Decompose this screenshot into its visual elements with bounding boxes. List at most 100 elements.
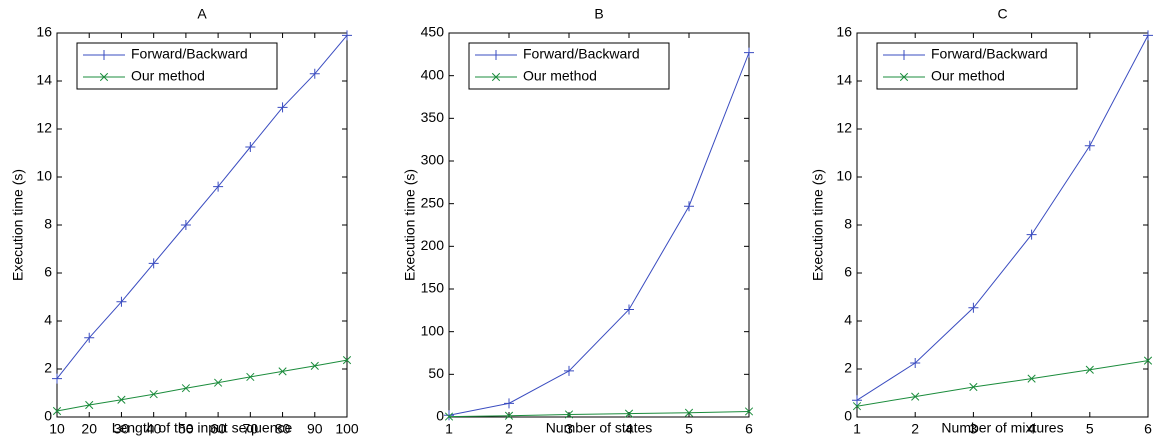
point-marker <box>84 332 95 343</box>
x-tick-label: 2 <box>505 421 513 437</box>
x-tick-label: 90 <box>307 421 323 437</box>
y-tick-label: 0 <box>436 408 444 424</box>
x-tick-label: 5 <box>1086 421 1094 437</box>
point-marker <box>1085 365 1094 374</box>
series-line <box>448 410 750 418</box>
point-marker <box>117 395 126 404</box>
point-marker <box>214 378 223 387</box>
point-marker <box>310 361 319 370</box>
point-marker <box>52 406 62 416</box>
point-marker <box>911 392 920 401</box>
point-marker <box>148 258 159 269</box>
y-tick-label: 200 <box>421 237 445 253</box>
y-tick-label: 2 <box>844 360 852 376</box>
series-line <box>856 360 1149 407</box>
point-marker <box>181 384 190 393</box>
y-tick-label: 0 <box>844 408 852 424</box>
point-marker <box>504 398 514 409</box>
x-tick-label: 80 <box>275 421 291 437</box>
legend-marker <box>491 72 501 82</box>
y-tick-label: 150 <box>421 280 445 296</box>
x-tick-label: 6 <box>745 421 753 437</box>
point-marker <box>52 373 62 384</box>
y-tick-label: 50 <box>428 365 444 381</box>
point-marker <box>1143 356 1153 365</box>
y-axis-label: Execution time (s) <box>810 169 826 281</box>
y-tick-label: 0 <box>44 408 52 424</box>
plot-area <box>448 32 750 418</box>
x-tick-label: 30 <box>114 421 130 437</box>
x-axis-label: Number of mixtures <box>941 420 1063 436</box>
legend-box <box>876 42 1078 90</box>
series-line <box>56 35 348 379</box>
chart-title: B <box>594 6 603 22</box>
y-tick-label: 250 <box>421 194 445 210</box>
point-marker <box>968 302 979 313</box>
y-tick-label: 450 <box>421 24 445 40</box>
y-tick-label: 8 <box>844 216 852 232</box>
point-marker <box>278 367 287 376</box>
point-marker <box>1026 229 1037 240</box>
x-tick-label: 40 <box>146 421 162 437</box>
legend-marker <box>491 50 501 60</box>
legend-marker <box>899 50 909 60</box>
x-tick-label: 6 <box>1144 421 1152 437</box>
point-marker <box>246 372 255 382</box>
series-line <box>856 35 1149 401</box>
legend-label: Forward/Backward <box>523 46 640 62</box>
point-marker <box>116 296 127 307</box>
legend-label: Forward/Backward <box>931 46 1048 62</box>
y-axis-label: Execution time (s) <box>10 169 26 281</box>
point-marker <box>969 382 978 392</box>
x-tick-label: 60 <box>210 421 226 437</box>
point-marker <box>684 408 694 417</box>
point-marker <box>444 412 454 421</box>
point-marker <box>852 402 862 411</box>
legend-label: Our method <box>131 68 205 84</box>
legend-box <box>76 42 278 90</box>
series-line <box>448 52 750 416</box>
y-tick-label: 4 <box>44 312 52 328</box>
y-axis-label: Execution time (s) <box>402 169 418 281</box>
point-marker <box>624 304 634 315</box>
point-marker <box>180 220 191 230</box>
x-tick-label: 100 <box>335 421 359 437</box>
chart-title: C <box>997 6 1007 22</box>
x-axis-label: Number of states <box>546 420 653 436</box>
point-marker <box>1143 30 1153 41</box>
point-marker <box>1084 140 1095 151</box>
point-marker <box>564 365 574 376</box>
x-tick-label: 1 <box>853 421 861 437</box>
legend-label: Our method <box>523 68 597 84</box>
x-axis-label: Length of the input sequence <box>112 420 293 436</box>
point-marker <box>504 411 514 420</box>
y-tick-label: 12 <box>836 120 852 136</box>
x-tick-label: 3 <box>970 421 978 437</box>
point-marker <box>1027 374 1036 383</box>
point-marker <box>624 409 634 418</box>
x-tick-label: 2 <box>911 421 919 437</box>
x-tick-label: 50 <box>178 421 194 437</box>
point-marker <box>852 395 862 406</box>
x-tick-label: 10 <box>49 421 65 437</box>
y-tick-label: 350 <box>421 109 445 125</box>
series-line <box>56 359 348 412</box>
point-marker <box>213 181 224 192</box>
point-marker <box>342 356 352 365</box>
point-marker <box>342 30 352 41</box>
y-tick-label: 2 <box>44 360 52 376</box>
point-marker <box>744 407 754 416</box>
legend-marker <box>99 72 109 82</box>
chart-title: A <box>197 6 207 22</box>
y-tick-label: 10 <box>36 168 52 184</box>
y-tick-label: 6 <box>844 264 852 280</box>
x-tick-label: 4 <box>625 421 633 437</box>
legend-label: Forward/Backward <box>131 46 248 62</box>
y-tick-label: 400 <box>421 66 445 82</box>
y-tick-label: 6 <box>44 264 52 280</box>
y-tick-label: 14 <box>36 72 52 88</box>
x-tick-label: 4 <box>1028 421 1036 437</box>
x-tick-label: 70 <box>243 421 259 437</box>
x-tick-label: 3 <box>565 421 573 437</box>
